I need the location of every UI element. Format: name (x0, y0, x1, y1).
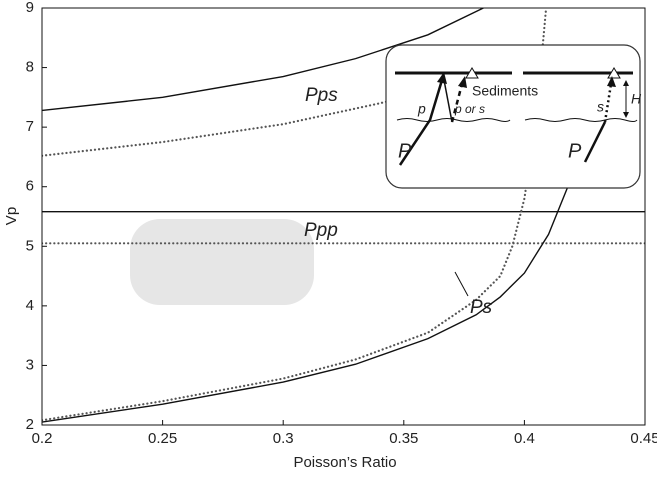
x-tick-label: 0.25 (148, 430, 177, 447)
station (465, 67, 479, 79)
y-tick-label: 4 (26, 297, 34, 314)
y-tick-label: 9 (26, 0, 34, 16)
y-axis-label: Vp (3, 207, 20, 225)
arrowhead (623, 112, 629, 118)
curve-label: Ppp (304, 220, 338, 241)
series-line (42, 8, 484, 112)
plot-frame (41, 7, 646, 426)
arrowhead (607, 76, 616, 87)
series-line (42, 132, 586, 423)
inset-label: Sediments (472, 83, 538, 99)
station (607, 67, 621, 79)
y-tick-label: 5 (26, 237, 34, 254)
inset-label: P (398, 140, 412, 162)
interface (396, 118, 511, 122)
leader-line (454, 271, 469, 297)
inset-label: p or s (454, 102, 485, 116)
highlight-region (130, 219, 314, 305)
x-tick-label: 0.2 (32, 430, 53, 447)
inset-label: H (631, 91, 642, 107)
arrowhead (623, 80, 629, 86)
series-line (42, 84, 454, 157)
ray (450, 83, 464, 123)
curve-label: Ps (470, 297, 493, 318)
x-tick-label: 0.45 (630, 430, 657, 447)
y-tick-label: 7 (26, 118, 34, 135)
y-tick-label: 2 (26, 416, 34, 433)
y-tick-label: 8 (26, 59, 34, 76)
y-tick-label: 6 (26, 178, 34, 195)
arrowhead (458, 76, 467, 88)
inset-label: s (597, 99, 604, 115)
inset-frame (385, 44, 641, 189)
x-tick-label: 0.3 (273, 430, 294, 447)
x-axis-label: Poisson’s Ratio (293, 454, 396, 471)
ray (583, 121, 607, 163)
curve-label: Pps (305, 85, 338, 106)
inset-label: p (417, 101, 426, 117)
x-tick-label: 0.4 (514, 430, 535, 447)
inset: Sediments P p p or s P s H (385, 44, 642, 189)
ray (603, 83, 613, 123)
ray (443, 79, 453, 123)
x-tick-label: 0.35 (389, 430, 418, 447)
inset-label: P (568, 140, 582, 162)
ray (398, 79, 444, 166)
y-tick-label: 3 (26, 356, 34, 373)
interface (524, 118, 638, 122)
